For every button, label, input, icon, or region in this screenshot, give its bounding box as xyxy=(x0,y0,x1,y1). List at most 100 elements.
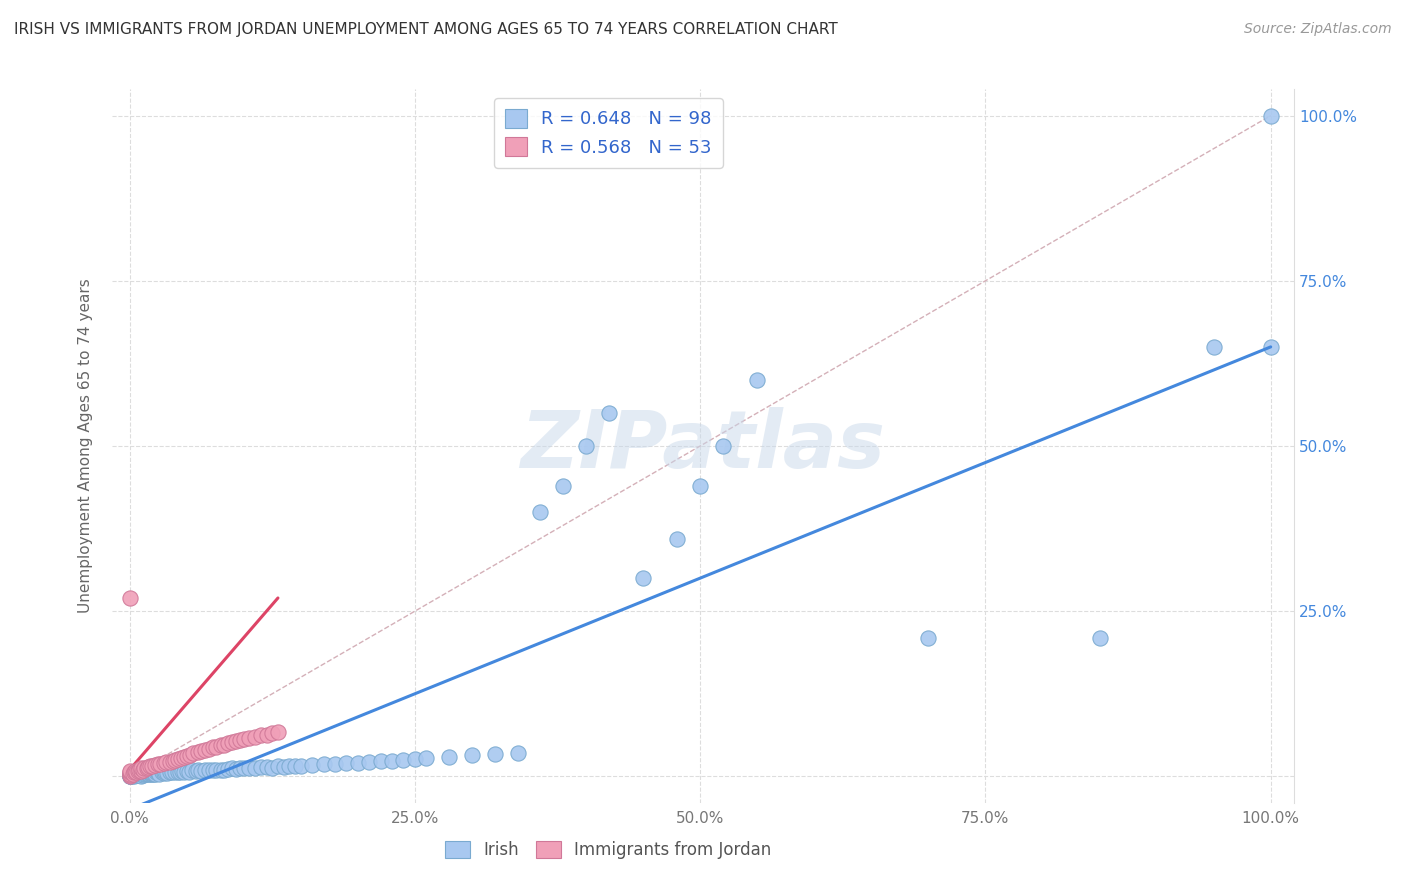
Legend: Irish, Immigrants from Jordan: Irish, Immigrants from Jordan xyxy=(439,834,779,866)
Point xyxy=(506,746,529,760)
Point xyxy=(301,758,323,772)
Point xyxy=(128,768,150,782)
Point xyxy=(747,373,769,387)
Point xyxy=(169,765,191,780)
Point xyxy=(201,763,224,777)
Point xyxy=(118,769,141,783)
Point xyxy=(205,739,228,754)
Point xyxy=(118,764,141,778)
Point xyxy=(323,756,346,771)
Point xyxy=(170,751,193,765)
Point xyxy=(122,769,145,783)
Point xyxy=(138,767,160,781)
Point xyxy=(381,754,404,768)
Point xyxy=(1260,340,1282,354)
Point xyxy=(392,753,415,767)
Point xyxy=(179,747,201,762)
Point xyxy=(127,766,149,780)
Point xyxy=(176,764,198,778)
Point xyxy=(214,738,236,752)
Point xyxy=(187,745,209,759)
Point xyxy=(238,761,260,775)
Point xyxy=(134,761,156,775)
Point xyxy=(278,759,301,773)
Point xyxy=(529,505,551,519)
Point xyxy=(118,765,141,780)
Point xyxy=(346,756,368,771)
Point xyxy=(484,747,506,761)
Point xyxy=(118,769,141,783)
Point xyxy=(135,766,157,780)
Point xyxy=(141,766,163,780)
Point xyxy=(150,765,173,780)
Point xyxy=(267,759,290,773)
Point xyxy=(198,741,221,756)
Point xyxy=(129,761,152,775)
Point xyxy=(132,768,155,782)
Point xyxy=(181,764,204,778)
Point xyxy=(139,759,162,773)
Point xyxy=(176,748,198,763)
Point xyxy=(118,768,141,782)
Point xyxy=(165,765,187,780)
Point xyxy=(232,761,254,775)
Point xyxy=(1088,631,1111,645)
Point xyxy=(359,755,381,769)
Point xyxy=(172,764,194,778)
Point xyxy=(221,761,243,775)
Point xyxy=(437,749,460,764)
Point xyxy=(598,406,620,420)
Point xyxy=(194,743,217,757)
Point xyxy=(553,478,575,492)
Point xyxy=(256,760,278,774)
Point xyxy=(184,764,207,778)
Point xyxy=(134,766,156,780)
Point xyxy=(136,766,159,780)
Point xyxy=(153,765,176,780)
Point xyxy=(187,764,209,778)
Point xyxy=(232,731,254,746)
Point xyxy=(141,766,163,780)
Point xyxy=(166,752,188,766)
Point xyxy=(118,769,141,783)
Y-axis label: Unemployment Among Ages 65 to 74 years: Unemployment Among Ages 65 to 74 years xyxy=(79,278,93,614)
Point xyxy=(153,766,176,780)
Point xyxy=(256,728,278,742)
Point xyxy=(221,735,243,749)
Point xyxy=(190,764,212,778)
Point xyxy=(209,739,232,753)
Point xyxy=(312,757,335,772)
Point xyxy=(201,740,224,755)
Text: Source: ZipAtlas.com: Source: ZipAtlas.com xyxy=(1244,22,1392,37)
Point xyxy=(121,769,143,783)
Point xyxy=(214,763,236,777)
Point xyxy=(262,726,284,740)
Point xyxy=(1260,109,1282,123)
Point xyxy=(129,767,152,781)
Point xyxy=(135,761,157,775)
Point xyxy=(153,756,176,771)
Point xyxy=(160,765,183,780)
Point xyxy=(198,764,221,778)
Point xyxy=(129,766,152,780)
Point xyxy=(125,768,148,782)
Point xyxy=(631,571,654,585)
Point xyxy=(243,730,266,744)
Point xyxy=(290,759,312,773)
Point xyxy=(217,736,239,750)
Point xyxy=(689,478,711,492)
Text: IRISH VS IMMIGRANTS FROM JORDAN UNEMPLOYMENT AMONG AGES 65 TO 74 YEARS CORRELATI: IRISH VS IMMIGRANTS FROM JORDAN UNEMPLOY… xyxy=(14,22,838,37)
Point xyxy=(711,439,734,453)
Point xyxy=(125,765,148,780)
Point xyxy=(243,761,266,775)
Point xyxy=(575,439,598,453)
Point xyxy=(173,749,195,764)
Point xyxy=(155,756,177,770)
Point xyxy=(148,766,170,780)
Point xyxy=(118,769,141,783)
Point xyxy=(118,591,141,605)
Point xyxy=(136,760,159,774)
Point xyxy=(229,733,252,747)
Point xyxy=(250,728,273,742)
Point xyxy=(143,767,166,781)
